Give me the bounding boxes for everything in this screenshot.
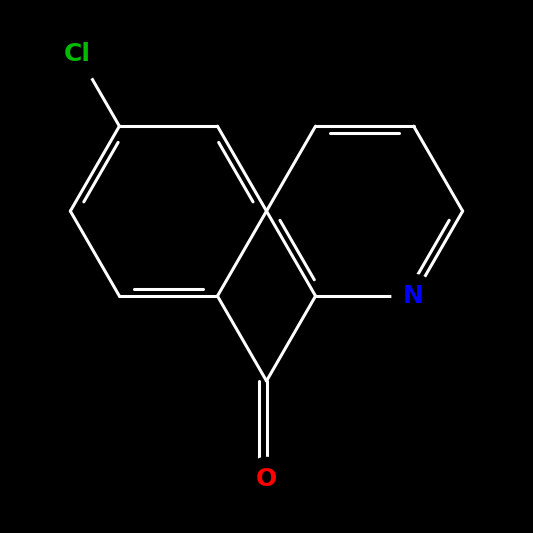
Text: Cl: Cl — [64, 42, 91, 66]
Circle shape — [392, 274, 435, 318]
Text: N: N — [403, 284, 424, 308]
Circle shape — [245, 457, 288, 500]
Circle shape — [50, 27, 105, 82]
Text: O: O — [256, 467, 277, 491]
